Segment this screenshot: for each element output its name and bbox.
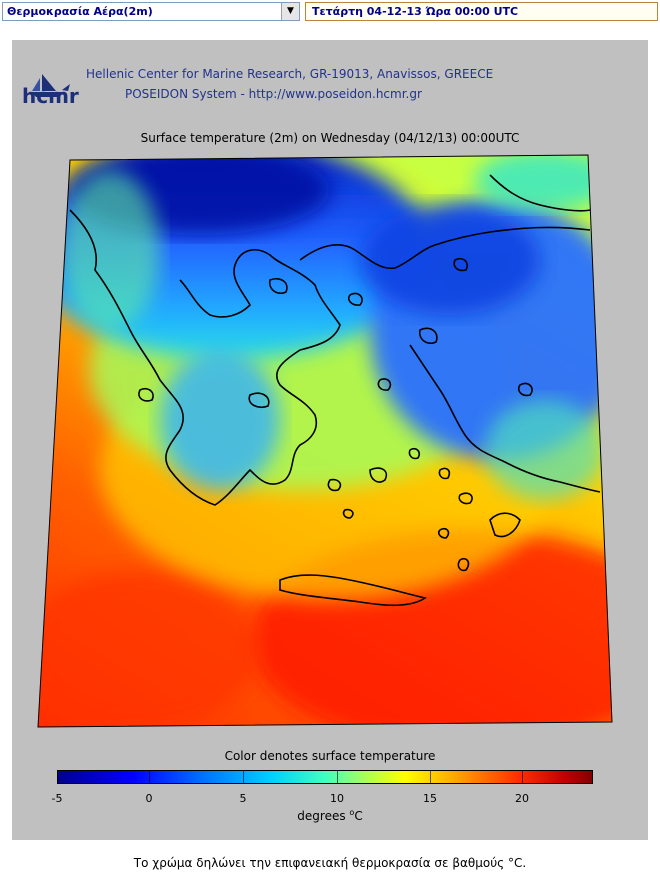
colorbar-tick-label: 15 bbox=[423, 792, 437, 805]
header-institution: Hellenic Center for Marine Research, GR-… bbox=[86, 67, 494, 81]
colorbar-tick-label: 10 bbox=[330, 792, 344, 805]
colorbar-tick bbox=[149, 770, 150, 784]
colorbar-tick bbox=[522, 770, 523, 784]
colorbar-tick bbox=[430, 770, 431, 784]
colorbar-tick-label: 5 bbox=[239, 792, 247, 805]
variable-select-value: Θερμοκρασία Αέρα(2m) bbox=[7, 5, 153, 18]
hcmr-ship-logo-icon bbox=[32, 74, 70, 97]
colorbar-tick bbox=[337, 770, 338, 784]
colorbar-tick bbox=[243, 770, 244, 784]
hcmr-logo-text: hcmr bbox=[22, 84, 79, 108]
chevron-down-icon[interactable]: ▼ bbox=[281, 3, 299, 20]
header-system-url[interactable]: POSEIDON System - http://www.poseidon.hc… bbox=[125, 87, 422, 101]
colorbar-title: Color denotes surface temperature bbox=[224, 749, 436, 763]
date-select-value: Τετάρτη 04-12-13 Ώρα 00:00 UTC bbox=[312, 5, 519, 18]
variable-select[interactable]: Θερμοκρασία Αέρα(2m) ▼ bbox=[2, 2, 300, 21]
date-select[interactable]: Τετάρτη 04-12-13 Ώρα 00:00 UTC bbox=[305, 2, 658, 21]
footer-caption: Το χρώμα δηλώνει την επιφανειακή θερμοκρ… bbox=[133, 856, 527, 870]
colorbar-tick-label: 20 bbox=[515, 792, 529, 805]
colorbar-tick-label: 0 bbox=[145, 792, 153, 805]
map-title: Surface temperature (2m) on Wednesday (0… bbox=[140, 131, 520, 145]
colorbar-units: degrees oC bbox=[297, 808, 363, 823]
colorbar-tick-label: -5 bbox=[51, 792, 63, 805]
colorbar bbox=[57, 770, 593, 784]
